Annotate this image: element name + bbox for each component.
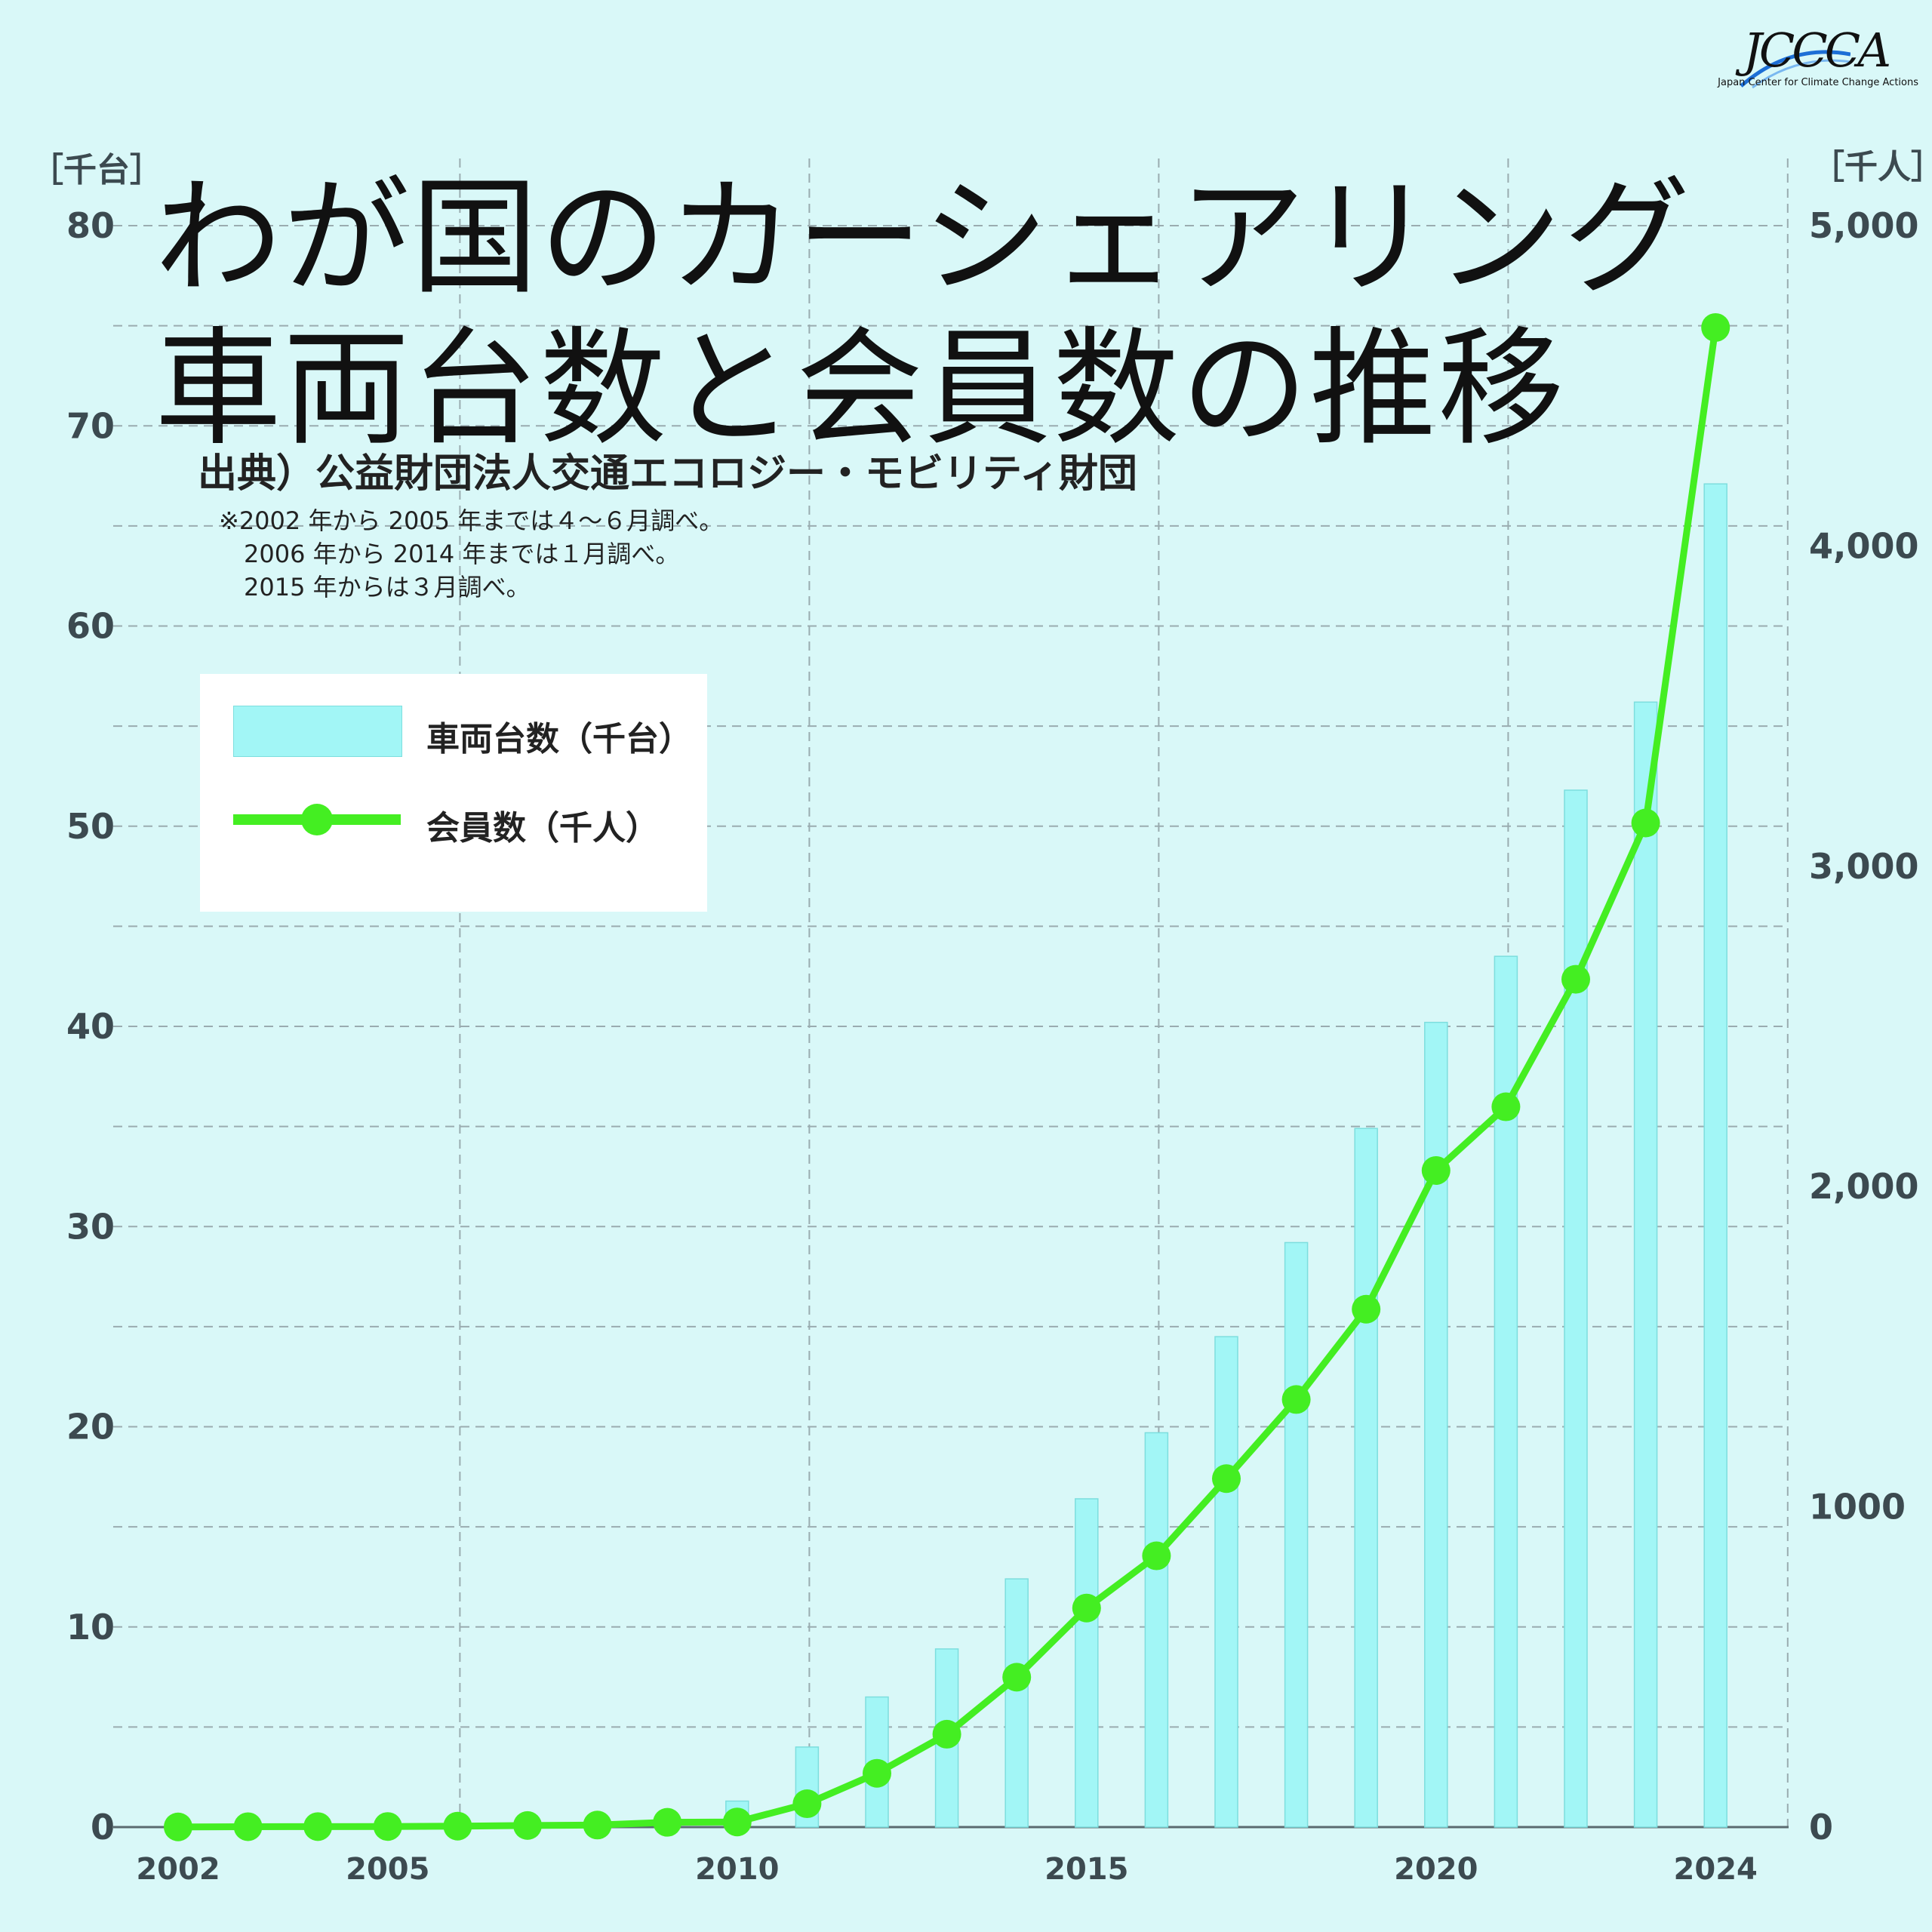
- right-axis-label: ［千人］: [1811, 148, 1932, 186]
- line-point: [1072, 1593, 1101, 1623]
- left-tick-label: 0: [91, 1807, 115, 1847]
- line-point: [1281, 1385, 1311, 1414]
- line-point: [722, 1807, 752, 1837]
- line-point: [1002, 1663, 1032, 1692]
- chart-title: わが国のカーシェアリング 車両台数と会員数の推移: [155, 162, 1692, 464]
- line-point: [1631, 808, 1660, 838]
- bar: [1004, 1578, 1029, 1828]
- line-point: [1491, 1092, 1521, 1121]
- title-line-2: 車両台数と会員数の推移: [155, 315, 1566, 463]
- note-1: ※2002 年から 2005 年までは４～６月調べ。: [219, 506, 724, 535]
- line-point: [233, 1812, 263, 1841]
- x-tick-label: 2020: [1394, 1852, 1478, 1887]
- x-tick-label: 2005: [346, 1852, 429, 1887]
- line-point: [303, 1812, 333, 1841]
- note-3: 2015 年からは３月調べ。: [244, 573, 531, 601]
- right-tick-label: 3,000: [1809, 846, 1919, 887]
- right-tick-label: 4,000: [1809, 525, 1919, 566]
- line-point: [1561, 964, 1590, 994]
- line-point: [1701, 312, 1730, 342]
- line-point: [653, 1807, 682, 1837]
- bar: [1354, 1128, 1378, 1828]
- bar: [1703, 483, 1727, 1828]
- line-point: [373, 1812, 402, 1841]
- line-point: [1212, 1464, 1241, 1494]
- left-tick-label: 30: [66, 1206, 115, 1247]
- logo-arc-icon: [1740, 50, 1850, 89]
- left-axis-label: ［千台］: [30, 151, 163, 189]
- x-tick-label: 2002: [136, 1852, 220, 1887]
- right-tick-label: 5,000: [1809, 205, 1919, 246]
- logo-subtitle: Japan Center for Climate Change Actions: [1718, 77, 1918, 88]
- legend: 車両台数（千台） 会員数（千人）: [200, 674, 707, 912]
- legend-line-label: 会員数（千人）: [426, 809, 659, 848]
- left-tick-label: 60: [66, 606, 115, 647]
- x-tick-label: 2010: [695, 1852, 779, 1887]
- line-point: [443, 1811, 472, 1841]
- note-2: 2006 年から 2014 年までは１月調べ。: [244, 540, 680, 568]
- jccca-logo: JCCCA Japan Center for Climate Change Ac…: [1718, 17, 1918, 92]
- left-tick-label: 50: [66, 806, 115, 847]
- line-point: [1421, 1155, 1451, 1185]
- bar: [1075, 1498, 1099, 1828]
- left-tick-label: 70: [66, 405, 115, 446]
- left-tick-label: 40: [66, 1006, 115, 1047]
- legend-bar-swatch: [233, 706, 402, 757]
- tick-labels: 0 10 20 30 40 50 60 70 80 0 1000 2,000 3,000 4,000 5,0…: [66, 205, 1919, 1887]
- left-tick-label: 10: [66, 1607, 115, 1647]
- line-point: [583, 1810, 612, 1840]
- right-tick-label: 1000: [1809, 1487, 1906, 1527]
- line-point: [863, 1758, 891, 1788]
- notes: ※2002 年から 2005 年までは４～６月調べ。 2006 年から 2014…: [219, 504, 723, 604]
- source-text: 出典）公益財団法人交通エコロジー・モビリティ財団: [198, 451, 1137, 497]
- line-series: [164, 312, 1730, 1841]
- title-line-1: わが国のカーシェアリング: [155, 164, 1692, 312]
- bar: [1424, 1021, 1448, 1828]
- legend-line-marker: [301, 804, 333, 835]
- x-tick-label: 2015: [1044, 1852, 1128, 1887]
- line-point: [792, 1789, 822, 1819]
- line-point: [1142, 1541, 1171, 1571]
- left-tick-label: 20: [66, 1407, 115, 1447]
- line-point: [932, 1719, 961, 1749]
- bar: [1564, 789, 1588, 1828]
- bar: [1214, 1336, 1238, 1828]
- bar-series: [166, 483, 1727, 1828]
- bar: [1144, 1432, 1169, 1828]
- left-tick-label: 80: [66, 205, 115, 246]
- logo-text: JCCCA: [1743, 23, 1891, 78]
- right-tick-label: 2,000: [1809, 1166, 1919, 1207]
- x-tick-label: 2024: [1674, 1852, 1758, 1887]
- line-point: [164, 1812, 192, 1841]
- line-point: [513, 1810, 542, 1840]
- bar: [1284, 1241, 1309, 1828]
- line-point: [1352, 1294, 1381, 1324]
- right-tick-label: 0: [1809, 1807, 1833, 1847]
- bar: [1633, 701, 1658, 1828]
- legend-bar-label: 車両台数（千台）: [426, 720, 692, 758]
